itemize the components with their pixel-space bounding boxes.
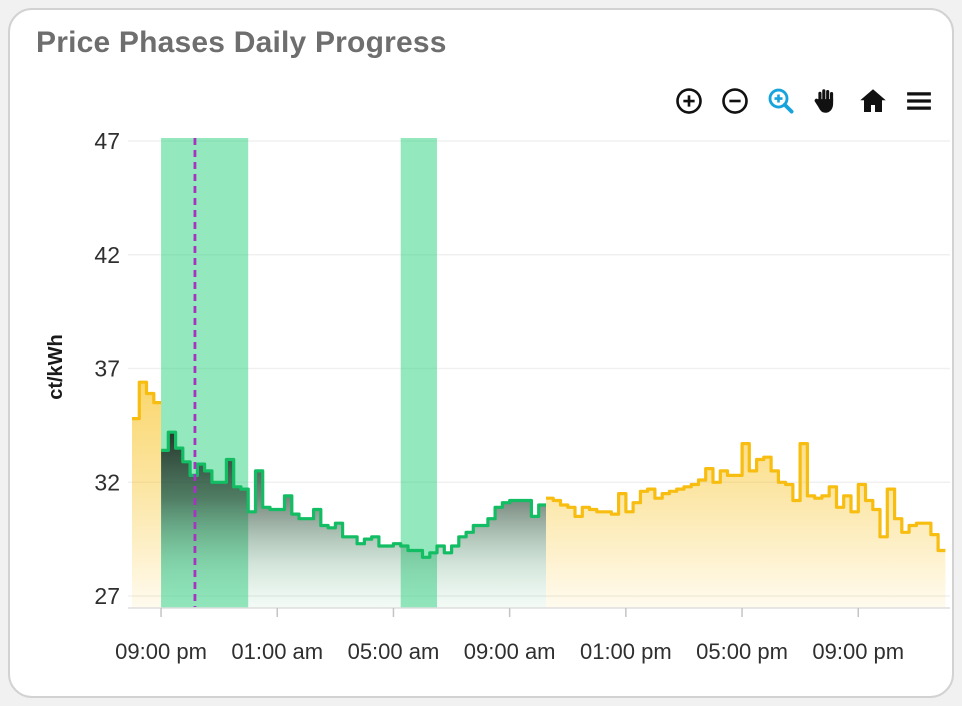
modebar-zoom-in-button[interactable] [672,84,706,118]
price-normal-phase-evening-line [132,380,162,421]
hand-pan-icon [814,89,834,113]
plotly-modebar [672,84,936,118]
hamburger-menu-icon [907,92,931,110]
modebar-home-button[interactable] [856,84,890,118]
x-tick-label: 09:00 pm [115,639,207,664]
page-title: Price Phases Daily Progress [36,26,447,59]
minus-circle-icon [722,88,748,114]
x-tick-label: 01:00 pm [580,639,672,664]
price-normal-phase-day-fill [546,443,946,608]
x-tick-label: 09:00 pm [812,639,904,664]
modebar-menu-button[interactable] [902,84,936,118]
y-axis-title: ct/kWh [45,334,67,400]
x-tick-label: 05:00 am [348,639,440,664]
plus-circle-icon [676,88,702,114]
y-tick-label: 47 [94,128,120,154]
modebar-pan-button[interactable] [810,84,844,118]
x-tick-label: 01:00 am [231,639,323,664]
price-cheap-phase-night-fill [161,432,546,608]
x-tick-label: 09:00 am [464,639,556,664]
cheap-phase-window-2 [400,138,438,608]
y-tick-label: 37 [94,356,120,382]
price-normal-phase-evening-fill [132,382,162,608]
y-tick-label: 27 [94,583,120,609]
price-normal-phase-day-line [546,442,946,553]
home-icon [860,89,886,112]
y-tick-label: 42 [94,242,120,268]
x-tick-label: 05:00 pm [696,639,788,664]
magnifier-plus-icon [768,88,794,114]
y-tick-label: 32 [94,469,120,495]
modebar-box-zoom-button[interactable] [764,84,798,118]
modebar-zoom-out-button[interactable] [718,84,752,118]
price-cheap-phase-night-line [161,430,546,559]
